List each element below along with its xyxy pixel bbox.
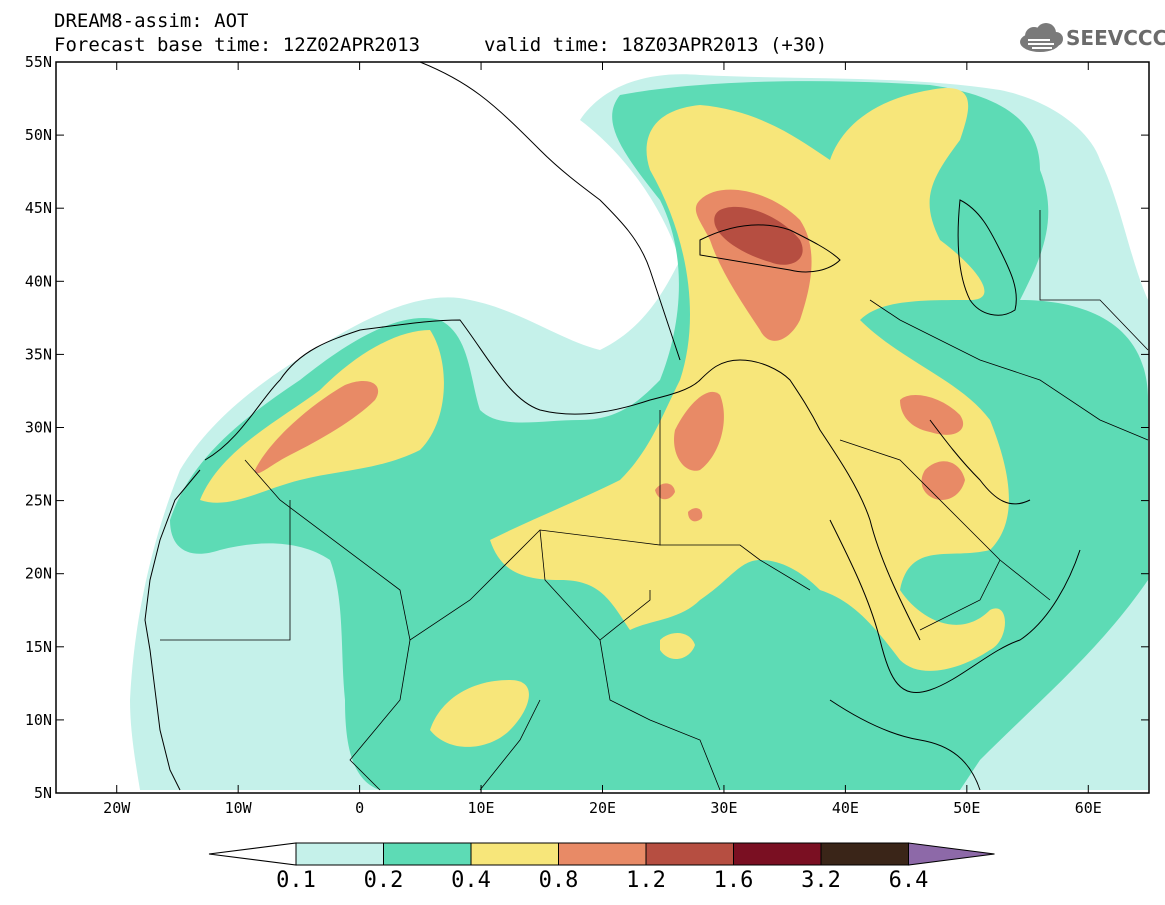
lat-label: 40N — [25, 272, 52, 290]
colorbar-segment — [558, 842, 647, 866]
lon-label: 10E — [468, 799, 495, 817]
lat-label: 55N — [25, 53, 52, 71]
colorbar-level-label: 0.8 — [538, 868, 579, 893]
forecast-base-time: Forecast base time: 12Z02APR2013 — [54, 34, 421, 56]
lon-label: 60E — [1075, 799, 1102, 817]
lat-label: 5N — [34, 784, 52, 802]
colorbar-level-label: 6.4 — [888, 868, 929, 893]
lat-label: 30N — [25, 419, 52, 437]
lon-label: 10W — [225, 799, 253, 817]
coastlines — [144, 62, 1081, 791]
colorbar-level-label: 3.2 — [801, 868, 841, 893]
lat-label: 25N — [25, 492, 52, 510]
colorbar-segment — [733, 842, 822, 866]
map-title: DREAM8-assim: AOT — [54, 10, 249, 32]
lon-label: 20E — [589, 799, 616, 817]
colorbar-level-label: 0.2 — [363, 868, 404, 893]
lat-label: 45N — [25, 199, 52, 217]
colorbar-level-label: 0.1 — [276, 868, 316, 893]
colorbar-lower-arrow — [208, 842, 297, 866]
colorbar-segment — [820, 842, 909, 866]
lat-label: 20N — [25, 565, 52, 583]
aot-level-0.4 — [200, 88, 1009, 747]
axis-ticks — [56, 61, 1149, 794]
colorbar-segment — [383, 842, 472, 866]
colorbar-segment — [645, 842, 734, 866]
lon-label: 0 — [355, 799, 364, 817]
logo-text: SEEVCCC — [1066, 26, 1165, 50]
cloud-logo-icon — [1020, 23, 1063, 52]
colorbar-upper-arrow — [908, 842, 995, 866]
lat-label: 50N — [25, 126, 52, 144]
lon-label: 40E — [832, 799, 859, 817]
valid-time: valid time: 18Z03APR2013 (+30) — [484, 34, 828, 56]
lon-label: 50E — [953, 799, 980, 817]
lon-label: 30E — [710, 799, 737, 817]
aot-level-1.2 — [714, 206, 803, 265]
colorbar-level-label: 0.4 — [451, 868, 491, 893]
colorbar — [208, 842, 995, 866]
lat-label: 15N — [25, 638, 52, 656]
colorbar-segment — [470, 842, 559, 866]
colorbar-level-label: 1.2 — [626, 868, 666, 893]
lat-label: 35N — [25, 345, 52, 363]
longitude-labels: 20W 10W 0 10E 20E 30E 40E 50E 60E — [103, 799, 1102, 817]
lat-label: 10N — [25, 711, 52, 729]
lon-label: 20W — [103, 799, 131, 817]
aot-fields — [130, 74, 1148, 791]
colorbar-segment — [295, 842, 384, 866]
colorbar-level-label: 1.6 — [713, 868, 754, 893]
latitude-labels: 55N 50N 45N 40N 35N 30N 25N 20N 15N 10N 5N — [25, 53, 52, 802]
country-borders — [160, 210, 1149, 791]
